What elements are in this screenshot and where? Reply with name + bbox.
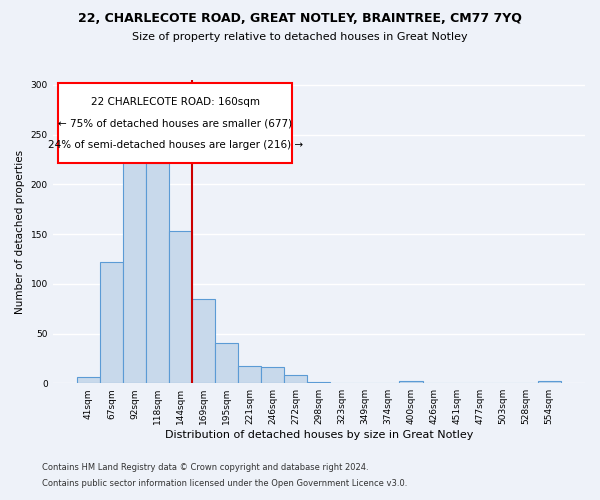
Bar [192, 298, 215, 383]
Text: 24% of semi-detached houses are larger (216) →: 24% of semi-detached houses are larger (… [47, 140, 302, 150]
X-axis label: Distribution of detached houses by size in Great Notley: Distribution of detached houses by size … [164, 430, 473, 440]
Bar [77, 377, 100, 383]
Bar [215, 344, 238, 383]
Bar [169, 231, 192, 383]
Bar [261, 368, 284, 383]
Bar [100, 262, 123, 383]
Bar [400, 381, 422, 383]
FancyBboxPatch shape [58, 83, 292, 164]
Bar [146, 162, 169, 383]
Y-axis label: Number of detached properties: Number of detached properties [15, 150, 25, 314]
Bar [284, 376, 307, 383]
Text: Contains HM Land Registry data © Crown copyright and database right 2024.: Contains HM Land Registry data © Crown c… [42, 464, 368, 472]
Text: 22 CHARLECOTE ROAD: 160sqm: 22 CHARLECOTE ROAD: 160sqm [91, 96, 260, 106]
Text: Size of property relative to detached houses in Great Notley: Size of property relative to detached ho… [132, 32, 468, 42]
Bar [123, 160, 146, 383]
Bar [538, 381, 561, 383]
Bar [307, 382, 331, 383]
Text: ← 75% of detached houses are smaller (677): ← 75% of detached houses are smaller (67… [58, 118, 292, 128]
Bar [238, 366, 261, 383]
Text: 22, CHARLECOTE ROAD, GREAT NOTLEY, BRAINTREE, CM77 7YQ: 22, CHARLECOTE ROAD, GREAT NOTLEY, BRAIN… [78, 12, 522, 26]
Text: Contains public sector information licensed under the Open Government Licence v3: Contains public sector information licen… [42, 478, 407, 488]
